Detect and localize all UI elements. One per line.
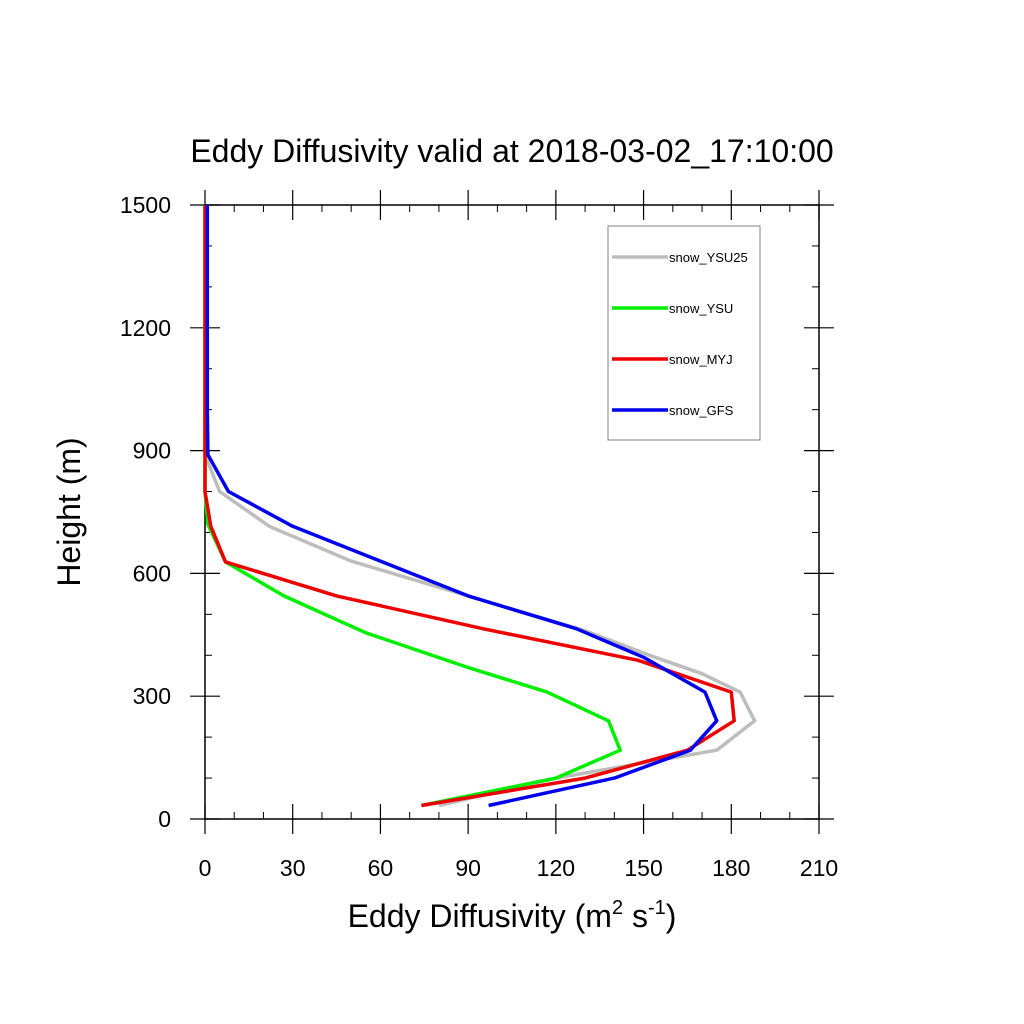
y-axis-title: Height (m)	[51, 437, 87, 586]
x-axis-title-base: Eddy Diffusivity (m	[348, 898, 612, 934]
y-tick-label: 1200	[120, 315, 171, 341]
legend-label-snow_MYJ: snow_MYJ	[669, 352, 733, 367]
legend-items: snow_YSU25 snow_YSU snow_MYJ snow_GFS	[612, 250, 748, 418]
axis-ticks	[190, 190, 834, 834]
legend-label-snow_GFS: snow_GFS	[669, 403, 734, 418]
x-axis-title-sup2: -1	[648, 897, 666, 919]
series-line-snow_MYJ	[203, 205, 736, 808]
x-tick-label: 180	[712, 855, 750, 881]
x-tick-label: 120	[537, 855, 575, 881]
y-tick-label: 300	[133, 683, 171, 709]
x-axis-title-sup1: 2	[612, 897, 623, 919]
plot-frame	[204, 204, 820, 820]
x-tick-label: 210	[800, 855, 838, 881]
x-tick-label: 150	[624, 855, 662, 881]
y-tick-label: 900	[133, 438, 171, 464]
x-tick-label: 90	[455, 855, 481, 881]
x-tick-label: 0	[199, 855, 212, 881]
legend: snow_YSU25 snow_YSU snow_MYJ snow_GFS	[607, 225, 761, 441]
x-tick-label: 60	[368, 855, 394, 881]
legend-label-snow_YSU25: snow_YSU25	[669, 250, 748, 265]
y-tick-label: 600	[133, 560, 171, 586]
x-axis-title-end: )	[666, 898, 677, 934]
y-tick-label: 0	[158, 806, 171, 832]
y-tick-label: 1500	[120, 192, 171, 218]
chart-title: Eddy Diffusivity valid at 2018-03-02_17:…	[190, 133, 833, 169]
series-line-snow_GFS	[205, 205, 719, 808]
legend-label-snow_YSU: snow_YSU	[669, 301, 733, 316]
axis-tick-labels: 0 30 60 90 120 150 180 210 0 300 600 900 1200 1500	[120, 192, 838, 881]
series-line-snow_YSU	[203, 205, 622, 808]
x-axis-title: Eddy Diffusivity (m2 s-1)	[348, 897, 677, 934]
x-tick-label: 30	[280, 855, 306, 881]
legend-box	[607, 225, 761, 441]
series-lines	[203, 205, 757, 808]
x-axis-title-mid: s	[623, 898, 648, 934]
